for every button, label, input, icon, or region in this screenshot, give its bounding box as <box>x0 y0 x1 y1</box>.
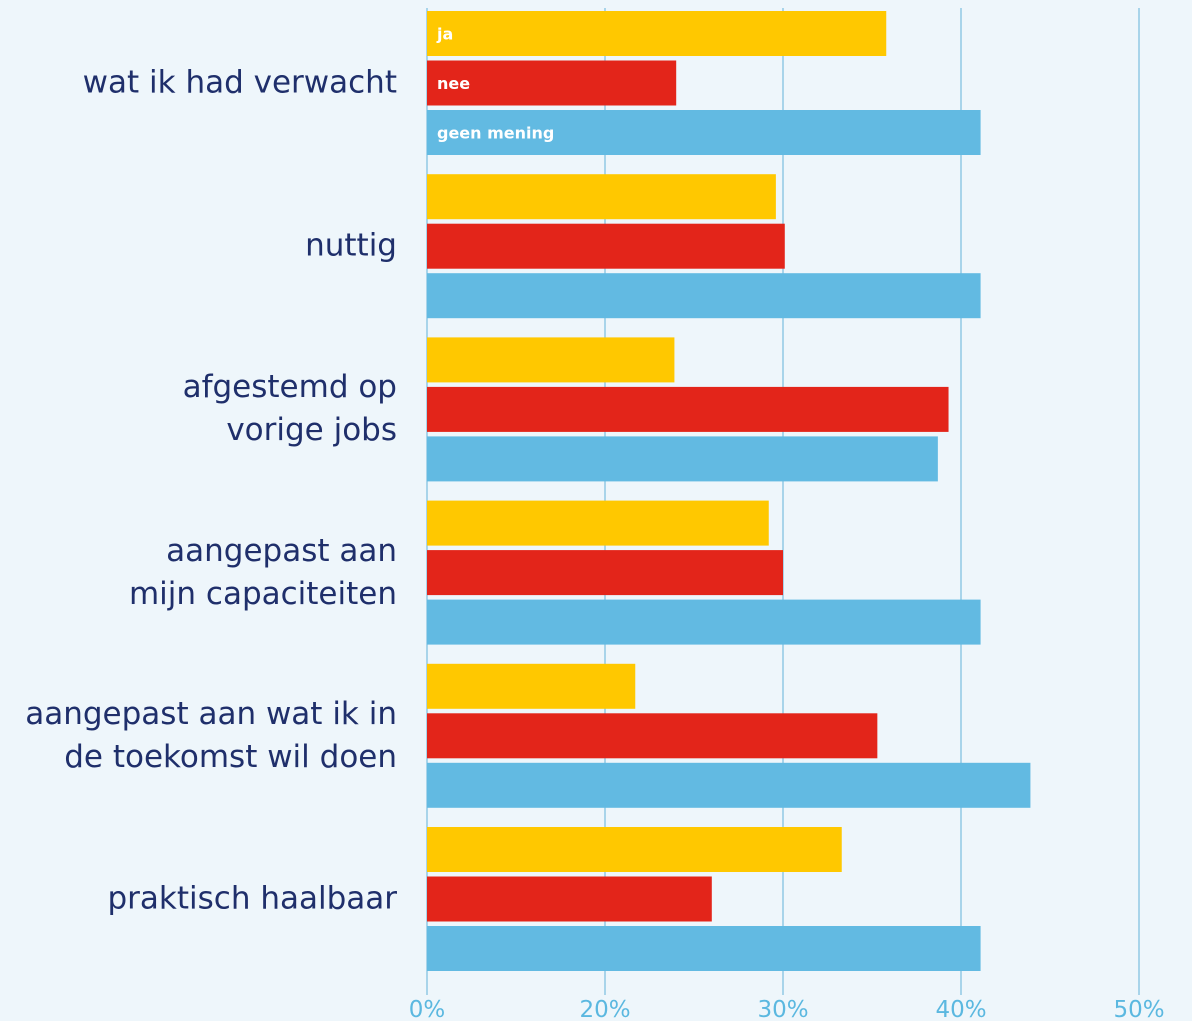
bar <box>427 599 981 645</box>
bar <box>427 926 981 971</box>
bar <box>427 663 636 709</box>
x-tick-label: 40% <box>935 997 986 1021</box>
bar <box>427 174 776 220</box>
x-tick-label: 30% <box>757 997 808 1021</box>
category-label: aangepast aan mijn capaciteiten <box>128 532 397 612</box>
x-tick-label: 50% <box>1113 997 1164 1021</box>
bar <box>427 500 769 546</box>
category-label: nuttig <box>305 227 397 264</box>
bar <box>427 386 949 432</box>
bar <box>427 713 878 759</box>
bar <box>427 876 712 922</box>
bar <box>427 762 1031 808</box>
category-label: wat ik had verwacht <box>82 64 397 101</box>
bar <box>427 273 981 319</box>
bar <box>427 60 677 106</box>
category-label: afgestemd op vorige jobs <box>182 369 397 449</box>
legend-label: ja <box>436 25 453 44</box>
bar <box>427 436 938 482</box>
bar <box>427 550 783 596</box>
bar <box>427 223 785 269</box>
legend-label: geen mening <box>437 124 554 143</box>
bar <box>427 110 981 155</box>
bar <box>427 11 887 56</box>
category-label: praktisch haalbaar <box>107 880 397 917</box>
bar <box>427 827 842 872</box>
x-tick-label: 0% <box>409 997 446 1021</box>
x-tick-label: 20% <box>579 997 630 1021</box>
bar <box>427 337 675 383</box>
legend-label: nee <box>437 74 470 93</box>
category-label: aangepast aan wat ik in de toekomst wil … <box>25 695 397 775</box>
